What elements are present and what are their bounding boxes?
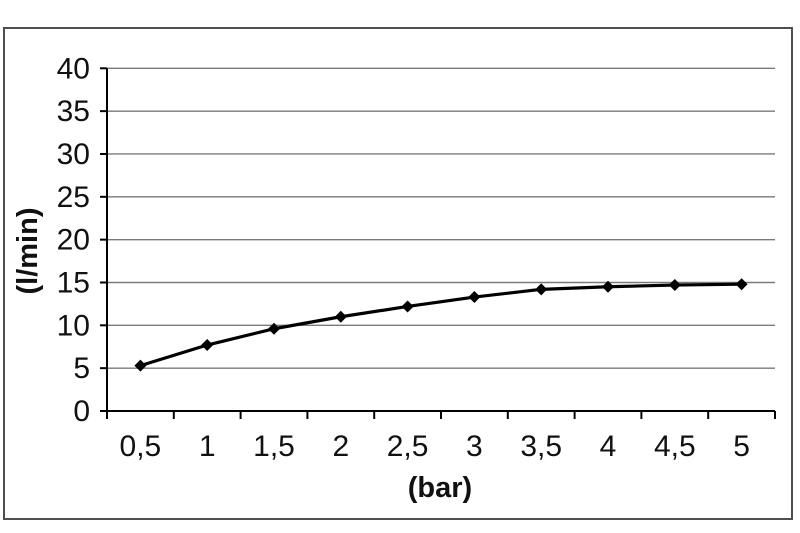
x-tick-label: 1,5	[253, 430, 295, 463]
data-point	[602, 280, 614, 293]
data-point	[668, 279, 681, 292]
chart-frame	[3, 27, 793, 520]
y-tick-label: 25	[57, 181, 90, 214]
data-point	[735, 278, 748, 291]
y-tick-label: 15	[57, 266, 90, 299]
x-tick-label: 0,5	[120, 430, 162, 463]
y-tick-label: 35	[57, 95, 90, 128]
x-tick-label: 1	[199, 430, 216, 463]
x-axis-title: (bar)	[407, 472, 473, 504]
y-tick-label: 40	[57, 52, 90, 85]
y-tick-label: 10	[57, 309, 90, 342]
y-tick-label: 0	[73, 395, 90, 428]
data-line	[138, 282, 744, 368]
data-point	[201, 339, 214, 352]
x-tick-label: 3	[466, 430, 483, 463]
data-point	[134, 359, 147, 372]
data-point	[535, 283, 548, 296]
data-point	[401, 300, 414, 313]
y-axis-title: (l/min)	[12, 207, 44, 295]
x-tick-label: 2,5	[387, 430, 429, 463]
y-tick-label: 5	[73, 352, 90, 385]
data-point	[468, 291, 481, 304]
data-point	[268, 322, 280, 335]
x-tick-label: 5	[733, 430, 750, 463]
y-tick-label: 30	[57, 138, 90, 171]
x-tick-label: 2	[332, 430, 349, 463]
y-tick-label: 20	[57, 224, 90, 257]
x-tick-label: 4	[600, 430, 617, 463]
data-point	[334, 310, 347, 323]
x-tick-label: 4,5	[654, 430, 696, 463]
x-tick-label: 3,5	[520, 430, 562, 463]
